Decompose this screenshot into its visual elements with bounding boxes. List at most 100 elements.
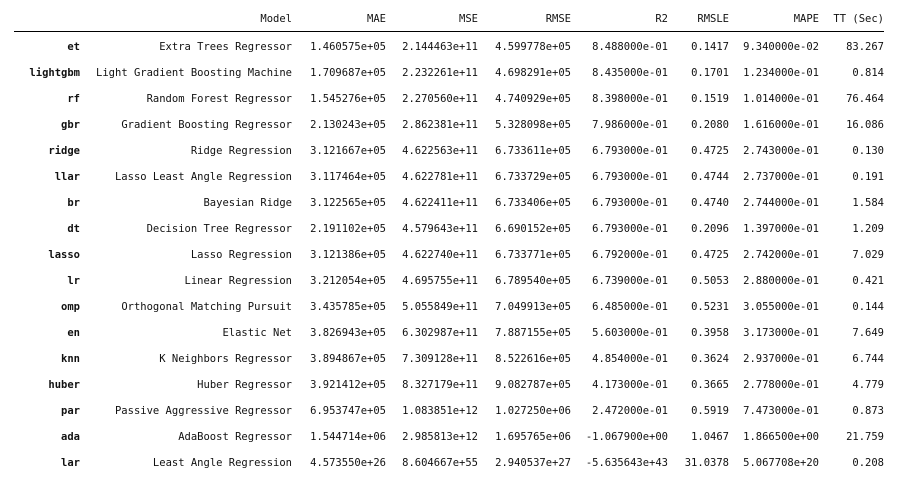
row-index: rf (67, 93, 80, 105)
row-index: omp (61, 301, 80, 313)
index-header (14, 9, 80, 32)
cell-mae: 2.191102e+05 (310, 223, 386, 235)
cell-mae: 3.212054e+05 (310, 275, 386, 287)
cell-mse: 4.622563e+11 (402, 145, 478, 157)
table-row: knn K Neighbors Regressor 3.894867e+05 7.30… (14, 346, 884, 372)
table-row: omp Orthogonal Matching Pursuit 3.435785e+… (14, 294, 884, 320)
cell-rmsle: 0.2080 (691, 119, 729, 131)
cell-model: Lasso Least Angle Regression (114, 171, 292, 183)
column-header-r2: R2 (571, 9, 668, 32)
cell-mae: 3.921412e+05 (310, 379, 386, 391)
cell-rmse: 7.049913e+05 (495, 301, 571, 313)
cell-mse: 4.622781e+11 (402, 171, 478, 183)
cell-mse: 7.309128e+11 (402, 353, 478, 365)
cell-model: Light Gradient Boosting Machine (96, 67, 292, 79)
cell-r2: 7.986000e-01 (592, 119, 668, 131)
cell-rmsle: 0.1519 (691, 93, 729, 105)
cell-rmse: 6.733406e+05 (495, 197, 571, 209)
cell-mse: 4.695755e+11 (402, 275, 478, 287)
cell-model: Gradient Boosting Regressor (121, 119, 292, 131)
table-body: et Extra Trees Regressor 1.460575e+05 2.144… (14, 32, 884, 477)
cell-r2: -5.635643e+43 (585, 457, 668, 469)
table-row: lightgbm Light Gradient Boosting Machine 1… (14, 60, 884, 86)
cell-mse: 2.270560e+11 (402, 93, 478, 105)
row-index: br (67, 197, 80, 209)
row-index: par (61, 405, 80, 417)
cell-mape: 3.173000e-01 (743, 327, 819, 339)
cell-rmsle: 0.5231 (691, 301, 729, 313)
cell-mae: 3.122565e+05 (310, 197, 386, 209)
cell-model: Bayesian Ridge (203, 197, 292, 209)
table-row: gbr Gradient Boosting Regressor 2.130243e+… (14, 112, 884, 138)
cell-r2: 8.398000e-01 (592, 93, 668, 105)
table-row: et Extra Trees Regressor 1.460575e+05 2.144… (14, 32, 884, 61)
table-header: Model MAE MSE RMSE R2 RMSLE MAPE TT (Sec… (14, 9, 884, 32)
cell-rmse: 5.328098e+05 (495, 119, 571, 131)
cell-rmse: 4.599778e+05 (495, 41, 571, 53)
table-row: huber Huber Regressor 3.921412e+05 8.327179… (14, 372, 884, 398)
cell-r2: 6.793000e-01 (592, 223, 668, 235)
cell-mse: 2.862381e+11 (402, 119, 478, 131)
cell-model: Extra Trees Regressor (159, 41, 292, 53)
cell-mae: 1.460575e+05 (310, 41, 386, 53)
cell-rmse: 1.027250e+06 (495, 405, 571, 417)
cell-rmse: 4.698291e+05 (495, 67, 571, 79)
table-row: lr Linear Regression 3.212054e+05 4.695755e… (14, 268, 884, 294)
cell-r2: 2.472000e-01 (592, 405, 668, 417)
table-row: rf Random Forest Regressor 1.545276e+05 2.2… (14, 86, 884, 112)
cell-model: Orthogonal Matching Pursuit (121, 301, 292, 313)
cell-model: Random Forest Regressor (146, 93, 292, 105)
table-row: br Bayesian Ridge 3.122565e+05 4.622411e+11… (14, 190, 884, 216)
cell-mse: 4.579643e+11 (402, 223, 478, 235)
cell-rmse: 6.733729e+05 (495, 171, 571, 183)
cell-mape: 1.616000e-01 (743, 119, 819, 131)
row-index: knn (61, 353, 80, 365)
cell-rmse: 1.695765e+06 (495, 431, 571, 443)
cell-r2: 4.854000e-01 (592, 353, 668, 365)
cell-r2: 6.739000e-01 (592, 275, 668, 287)
cell-tt-sec: 21.759 (846, 431, 884, 443)
cell-mae: 3.121386e+05 (310, 249, 386, 261)
cell-tt-sec: 16.086 (846, 119, 884, 131)
cell-r2: 6.793000e-01 (592, 145, 668, 157)
row-index: ridge (48, 145, 80, 157)
cell-mape: 2.742000e-01 (743, 249, 819, 261)
cell-r2: 8.435000e-01 (592, 67, 668, 79)
cell-tt-sec: 0.208 (852, 457, 884, 469)
cell-mape: 2.880000e-01 (743, 275, 819, 287)
cell-r2: 6.792000e-01 (592, 249, 668, 261)
cell-mae: 3.121667e+05 (310, 145, 386, 157)
cell-mse: 2.985813e+12 (402, 431, 478, 443)
cell-rmse: 7.887155e+05 (495, 327, 571, 339)
cell-r2: 6.793000e-01 (592, 197, 668, 209)
cell-rmse: 6.733611e+05 (495, 145, 571, 157)
cell-mse: 4.622740e+11 (402, 249, 478, 261)
table-row: lar Least Angle Regression 4.573550e+26 8.6… (14, 450, 884, 476)
cell-mae: 4.573550e+26 (310, 457, 386, 469)
header-row: Model MAE MSE RMSE R2 RMSLE MAPE TT (Sec… (14, 9, 884, 32)
table-row: ridge Ridge Regression 3.121667e+05 4.62256… (14, 138, 884, 164)
cell-mse: 2.144463e+11 (402, 41, 478, 53)
table-row: par Passive Aggressive Regressor 6.953747e… (14, 398, 884, 424)
cell-mape: 2.743000e-01 (743, 145, 819, 157)
cell-model: Lasso Regression (190, 249, 292, 261)
cell-rmsle: 0.1701 (691, 67, 729, 79)
cell-r2: 8.488000e-01 (592, 41, 668, 53)
cell-rmse: 4.740929e+05 (495, 93, 571, 105)
cell-rmsle: 0.4744 (691, 171, 729, 183)
cell-rmsle: 0.5053 (691, 275, 729, 287)
cell-tt-sec: 0.873 (852, 405, 884, 417)
cell-model: AdaBoost Regressor (178, 431, 292, 443)
cell-tt-sec: 1.209 (852, 223, 884, 235)
cell-tt-sec: 0.814 (852, 67, 884, 79)
cell-mape: 1.397000e-01 (743, 223, 819, 235)
cell-rmse: 6.733771e+05 (495, 249, 571, 261)
cell-tt-sec: 6.744 (852, 353, 884, 365)
cell-tt-sec: 0.421 (852, 275, 884, 287)
cell-rmsle: 0.4725 (691, 249, 729, 261)
cell-rmsle: 0.2096 (691, 223, 729, 235)
cell-model: K Neighbors Regressor (159, 353, 292, 365)
table-row: ada AdaBoost Regressor 1.544714e+06 2.98581… (14, 424, 884, 450)
cell-r2: 6.793000e-01 (592, 171, 668, 183)
